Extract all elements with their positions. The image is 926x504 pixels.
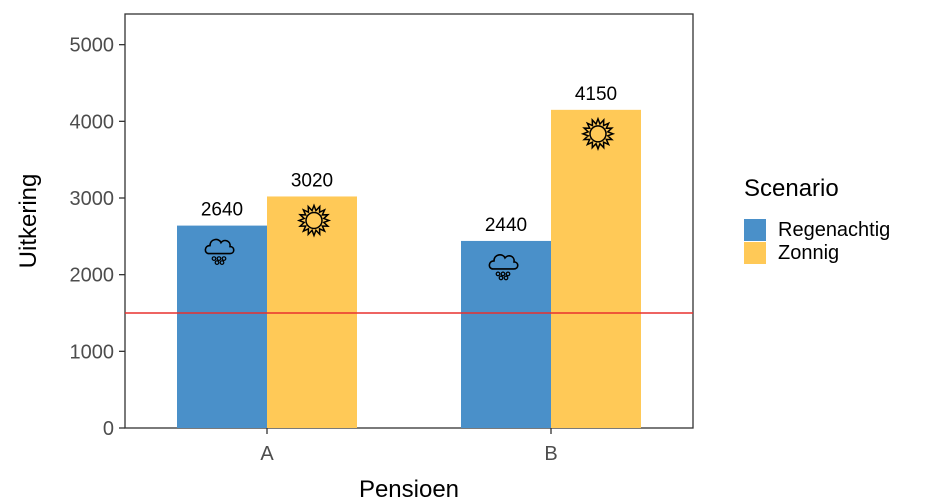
sun-icon bbox=[580, 116, 616, 151]
bar bbox=[551, 109, 641, 428]
bar-value-label: 2640 bbox=[201, 200, 243, 221]
bar-value-label: 3020 bbox=[291, 170, 333, 191]
y-tick-label: 2000 bbox=[70, 265, 115, 287]
y-tick-label: 0 bbox=[103, 418, 114, 440]
x-axis-title: Pensioen bbox=[359, 476, 459, 503]
y-tick-label: 5000 bbox=[70, 35, 115, 57]
rain-cloud-icon bbox=[204, 238, 235, 266]
bar bbox=[461, 240, 551, 428]
y-tick-label: 4000 bbox=[70, 111, 115, 133]
legend-label: Zonnig bbox=[778, 242, 839, 264]
plot-panel bbox=[124, 13, 694, 429]
legend-title: Scenario bbox=[744, 175, 839, 202]
rain-cloud-icon bbox=[488, 254, 519, 281]
y-tick-label: 3000 bbox=[70, 188, 115, 210]
y-tick-label: 1000 bbox=[70, 341, 115, 363]
bar-value-label: 4150 bbox=[575, 84, 617, 105]
y-axis-title: Uitkering bbox=[15, 174, 42, 269]
x-tick-label: A bbox=[260, 443, 274, 465]
legend-key bbox=[744, 242, 766, 264]
bars: 2640 3020 2440 4150 bbox=[177, 84, 641, 428]
bar bbox=[177, 225, 267, 428]
legend-key bbox=[744, 219, 766, 241]
legend-label: Regenachtig bbox=[778, 219, 890, 241]
y-axis: 0 1000 2000 3000 4000 5000 bbox=[70, 35, 125, 440]
bar-value-label: 2440 bbox=[485, 215, 527, 236]
x-tick-label: B bbox=[544, 443, 557, 465]
sun-icon bbox=[296, 203, 332, 238]
bar bbox=[267, 196, 357, 428]
